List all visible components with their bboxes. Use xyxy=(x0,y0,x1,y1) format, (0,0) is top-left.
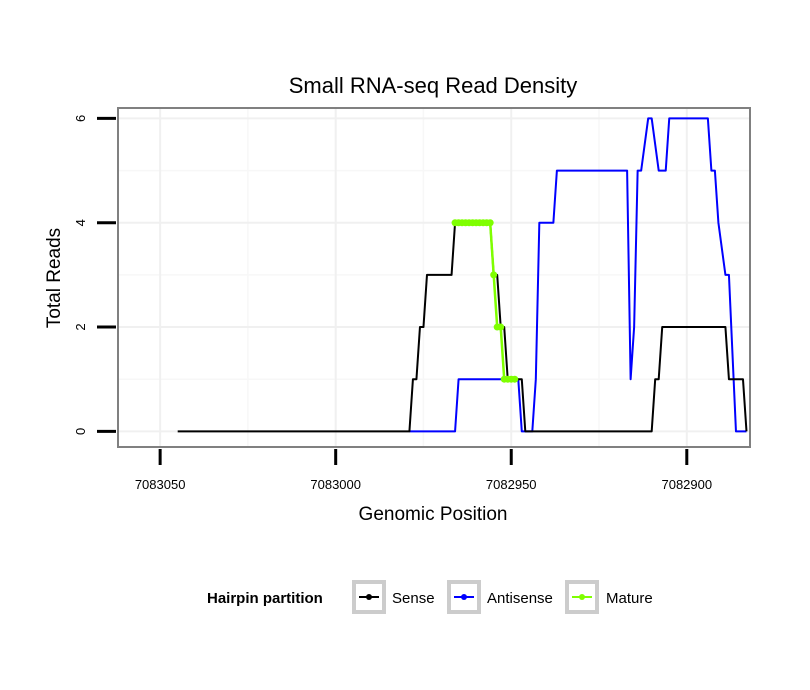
legend-dot-mature xyxy=(579,594,585,600)
chart-title: Small RNA-seq Read Density xyxy=(289,73,578,98)
series-layer xyxy=(177,117,748,433)
legend: Hairpin partition Sense Antisense Mature xyxy=(207,580,653,614)
x-tick-label: 7083000 xyxy=(310,477,361,492)
y-tick-label: 2 xyxy=(73,323,88,330)
legend-item-mature: Mature xyxy=(565,580,653,614)
x-tick-label: 7082950 xyxy=(486,477,537,492)
legend-dot-antisense xyxy=(461,594,467,600)
x-axis-ticks: 7083050 7083000 7082950 7082900 xyxy=(135,449,712,492)
plot-panel xyxy=(118,108,750,447)
legend-dot-sense xyxy=(366,594,372,600)
legend-label-antisense: Antisense xyxy=(487,590,553,607)
data-point-mature xyxy=(497,323,505,331)
legend-label-mature: Mature xyxy=(606,590,653,607)
y-tick-label: 0 xyxy=(73,428,88,435)
x-axis-title: Genomic Position xyxy=(359,504,508,525)
y-tick-label: 4 xyxy=(73,219,88,226)
y-axis-ticks: 0 2 4 6 xyxy=(73,115,116,435)
data-point-mature xyxy=(511,375,519,383)
plot-border xyxy=(117,107,751,448)
y-tick-label: 6 xyxy=(73,115,88,122)
legend-item-antisense: Antisense xyxy=(447,580,553,614)
legend-label-sense: Sense xyxy=(392,590,435,607)
legend-title: Hairpin partition xyxy=(207,590,323,607)
y-axis-title: Total Reads xyxy=(44,228,65,328)
grid-minor xyxy=(118,108,750,447)
x-tick-label: 7082900 xyxy=(661,477,712,492)
data-point-mature xyxy=(486,219,494,227)
data-point-mature xyxy=(490,271,498,279)
legend-item-sense: Sense xyxy=(352,580,435,614)
x-tick-label: 7083050 xyxy=(135,477,186,492)
